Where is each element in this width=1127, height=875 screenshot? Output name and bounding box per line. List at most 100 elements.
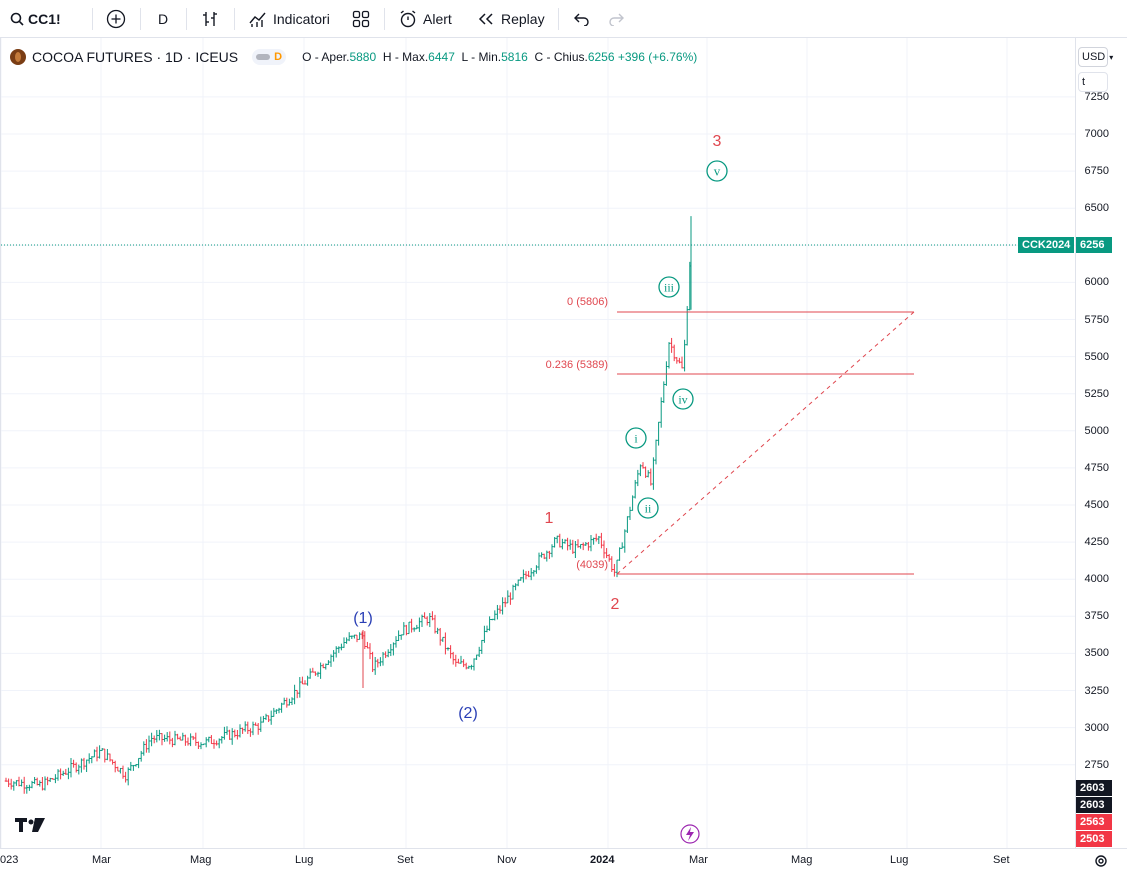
unit-button[interactable]: t bbox=[1078, 72, 1108, 92]
ohlc-bar bbox=[178, 736, 182, 741]
ohlc-bar bbox=[288, 698, 291, 706]
ohlc-bar bbox=[150, 732, 153, 747]
ohlc-bar bbox=[646, 470, 650, 478]
chart-type-button[interactable] bbox=[200, 0, 220, 37]
indicators-icon bbox=[249, 12, 266, 27]
ohlc-bar bbox=[98, 745, 101, 759]
price-chart[interactable]: 0 (5806) 0.236 (5389) (4039) 3 1 2 (1) (… bbox=[1, 38, 1076, 848]
replay-button[interactable]: Replay bbox=[477, 0, 545, 37]
ohlc-bar bbox=[379, 657, 382, 667]
settings-gear-icon[interactable] bbox=[1092, 852, 1110, 870]
alert-label: Alert bbox=[423, 10, 452, 27]
ohlc-bar bbox=[155, 730, 159, 743]
ohlc-bar bbox=[477, 646, 481, 658]
ohlc-bar bbox=[236, 729, 239, 740]
ohlc-bar bbox=[25, 784, 29, 794]
ohlc-bar bbox=[368, 643, 372, 660]
ohlc-bar bbox=[662, 381, 666, 403]
ohlc-bar bbox=[527, 570, 530, 578]
ohlc-bar bbox=[584, 542, 588, 546]
ohlc-bar bbox=[444, 632, 447, 655]
ohlc-bar bbox=[243, 721, 247, 732]
wave-1-label: 1 bbox=[545, 510, 554, 527]
time-tick-label: Set bbox=[993, 854, 1010, 866]
ohlc-bar bbox=[61, 770, 65, 776]
ohlc-bar bbox=[204, 737, 208, 748]
undo-button[interactable] bbox=[572, 0, 590, 37]
ohlc-bar bbox=[446, 647, 450, 651]
chart-legend: COCOA FUTURES · 1D · ICEUS D O - Aper.58… bbox=[10, 47, 697, 67]
cocoa-logo-icon bbox=[10, 49, 26, 65]
ohlc-bar bbox=[498, 605, 502, 614]
ohlc-bar bbox=[327, 660, 330, 665]
ohlc-bar bbox=[191, 735, 195, 741]
ohlc-bar bbox=[202, 743, 205, 746]
top-toolbar: CC1! D Indicatori Alert Replay bbox=[0, 0, 1127, 38]
redo-button[interactable] bbox=[608, 0, 626, 37]
ohlc-bar bbox=[220, 736, 224, 744]
ohlc-bar bbox=[67, 767, 70, 780]
compare-button[interactable] bbox=[106, 0, 126, 37]
divider bbox=[384, 8, 385, 30]
ohlc-bar bbox=[189, 733, 192, 747]
time-axis[interactable]: 023 Mar Mag Lug Set Nov 2024 Mar Mag Lug Set bbox=[0, 848, 1127, 872]
svg-text:iii: iii bbox=[664, 281, 675, 295]
ohlc-bar bbox=[574, 541, 577, 559]
ohlc-bar bbox=[433, 614, 437, 634]
data-status-badge[interactable]: D bbox=[252, 49, 287, 65]
ohlc-bar bbox=[649, 468, 653, 486]
ohlc-bar bbox=[602, 540, 606, 559]
ohlc-bar bbox=[639, 464, 642, 477]
ohlc-bar bbox=[431, 611, 434, 621]
symbol-price-tag: CCK2024 bbox=[1018, 237, 1075, 253]
ohlc-bar bbox=[615, 559, 619, 578]
ohlc-bar bbox=[652, 457, 655, 490]
price-tick-label: 7000 bbox=[1084, 128, 1109, 140]
ohlc-bar bbox=[366, 641, 369, 649]
ohlc-bar bbox=[225, 726, 229, 735]
ohlc-bar bbox=[308, 668, 312, 679]
chevron-down-icon: ▾ bbox=[1109, 52, 1114, 62]
ohlc-bar bbox=[17, 776, 21, 787]
high-label: H - Max. bbox=[382, 50, 429, 64]
indicators-button[interactable]: Indicatori bbox=[248, 0, 330, 37]
symbol-search-button[interactable]: CC1! bbox=[10, 0, 61, 37]
price-tick-label: 6500 bbox=[1084, 202, 1109, 215]
ohlc-bar bbox=[121, 765, 125, 779]
ohlc-bar bbox=[319, 662, 322, 679]
ohlc-bar bbox=[264, 713, 268, 721]
ohlc-bar bbox=[381, 652, 385, 666]
alert-button[interactable]: Alert bbox=[398, 0, 452, 37]
ohlc-bar bbox=[4, 777, 8, 782]
ohlc-bar bbox=[571, 539, 575, 554]
interval-button[interactable]: D bbox=[158, 0, 168, 37]
ohlc-bar bbox=[116, 766, 120, 772]
ohlc-bar bbox=[223, 726, 226, 740]
ohlc-bar bbox=[108, 753, 112, 762]
ohlc-bar bbox=[87, 753, 91, 764]
ohlc-bar bbox=[644, 466, 647, 478]
symbol-label: CC1! bbox=[28, 10, 61, 27]
delay-badge: D bbox=[274, 51, 283, 63]
ohlc-bar bbox=[12, 781, 16, 791]
ohlc-bar bbox=[670, 337, 673, 353]
ohlc-bar bbox=[392, 642, 395, 656]
currency-button[interactable]: USD ▾ bbox=[1078, 47, 1113, 67]
time-tick-label: Mag bbox=[791, 854, 813, 866]
low-value: 5816 bbox=[501, 50, 528, 64]
time-tick-label: Mar bbox=[689, 854, 708, 866]
price-axis[interactable]: 7250700067506500625060005750550052505000… bbox=[1075, 38, 1127, 848]
ohlc-bar bbox=[256, 722, 260, 735]
ohlc-bar bbox=[290, 697, 294, 705]
ohlc-bar bbox=[173, 730, 177, 746]
ohlc-bar bbox=[548, 550, 551, 559]
ohlc-bar bbox=[415, 624, 419, 630]
ohlc-bar bbox=[64, 768, 68, 775]
ohlc-bar bbox=[228, 729, 231, 740]
layouts-button[interactable] bbox=[352, 0, 370, 37]
chart-pane[interactable]: 0 (5806) 0.236 (5389) (4039) 3 1 2 (1) (… bbox=[0, 38, 1076, 848]
ohlc-bar bbox=[683, 339, 686, 372]
symbol-title[interactable]: COCOA FUTURES · 1D · ICEUS bbox=[32, 49, 239, 65]
ohlc-bar bbox=[316, 671, 320, 677]
ohlc-bar bbox=[483, 625, 486, 643]
